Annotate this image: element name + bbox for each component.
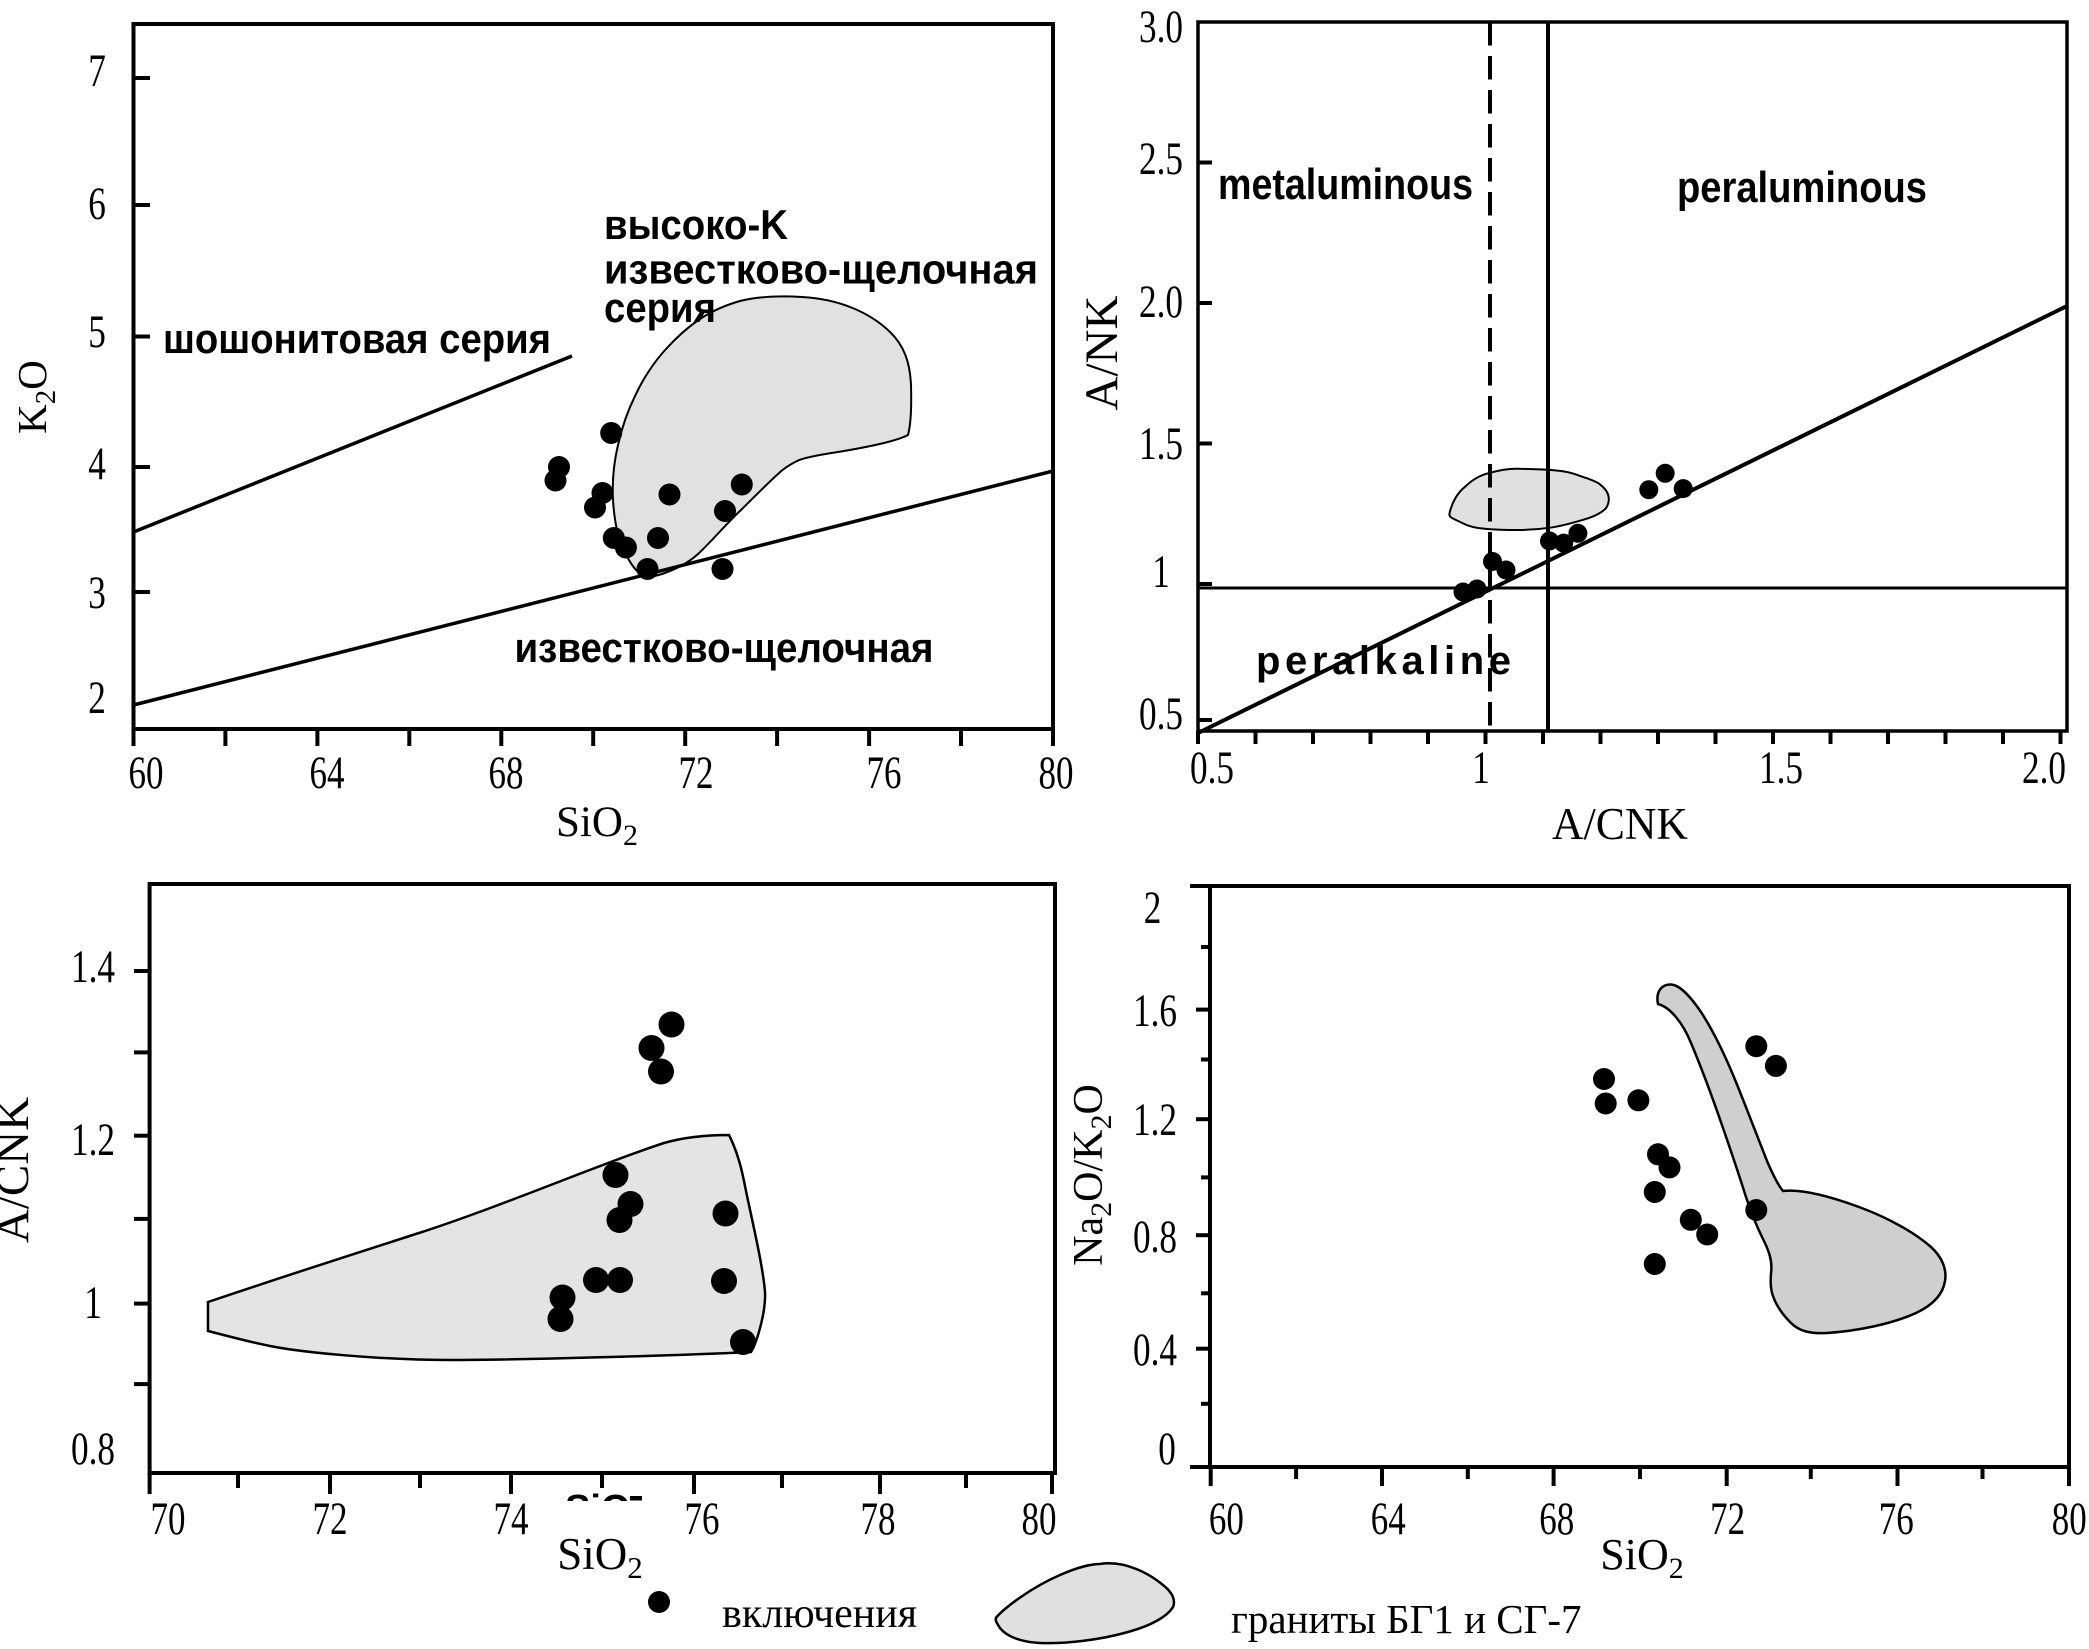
svg-text:76: 76 bbox=[685, 1493, 720, 1545]
svg-text:1.5: 1.5 bbox=[1139, 418, 1183, 470]
svg-text:1: 1 bbox=[1152, 546, 1170, 598]
svg-text:0.4: 0.4 bbox=[1133, 1324, 1177, 1376]
svg-text:68: 68 bbox=[489, 747, 524, 799]
svg-text:A/CNK: A/CNK bbox=[0, 1097, 39, 1243]
svg-text:0.8: 0.8 bbox=[71, 1423, 115, 1475]
svg-text:72: 72 bbox=[679, 747, 714, 799]
svg-text:1.6: 1.6 bbox=[1133, 985, 1177, 1037]
svg-text:SiO2: SiO2 bbox=[556, 799, 638, 852]
svg-text:2.0: 2.0 bbox=[2022, 742, 2066, 794]
svg-text:68: 68 bbox=[1539, 1493, 1574, 1545]
svg-text:80: 80 bbox=[2052, 1493, 2087, 1545]
svg-text:серия: серия bbox=[604, 284, 716, 331]
svg-text:80: 80 bbox=[1039, 747, 1074, 799]
svg-text:3.0: 3.0 bbox=[1139, 1, 1183, 53]
svg-text:peraluminous: peraluminous bbox=[1677, 163, 1927, 212]
svg-text:Na2O/K2O: Na2O/K2O bbox=[1066, 1084, 1118, 1266]
svg-text:4: 4 bbox=[88, 438, 106, 490]
svg-text:2.0: 2.0 bbox=[1139, 276, 1183, 328]
svg-text:1.2: 1.2 bbox=[71, 1114, 115, 1166]
svg-text:шошонитовая серия: шошонитовая серия bbox=[163, 315, 551, 362]
svg-text:3: 3 bbox=[88, 567, 106, 619]
svg-text:включения: включения bbox=[722, 1591, 917, 1637]
svg-text:6: 6 bbox=[88, 178, 106, 230]
svg-text:2: 2 bbox=[88, 672, 106, 724]
svg-text:78: 78 bbox=[861, 1493, 896, 1545]
svg-text:2: 2 bbox=[1144, 882, 1162, 934]
svg-text:72: 72 bbox=[313, 1493, 348, 1545]
svg-text:64: 64 bbox=[1371, 1493, 1406, 1545]
svg-text:граниты БГ1 и СГ-7: граниты БГ1 и СГ-7 bbox=[1231, 1596, 1582, 1642]
svg-text:70: 70 bbox=[151, 1493, 186, 1545]
svg-text:7: 7 bbox=[88, 45, 106, 97]
svg-text:0.5: 0.5 bbox=[1139, 688, 1183, 740]
svg-text:2.5: 2.5 bbox=[1139, 133, 1183, 185]
svg-text:0: 0 bbox=[1158, 1423, 1176, 1475]
svg-text:1.5: 1.5 bbox=[1759, 742, 1803, 794]
svg-text:известково-щелочная: известково-щелочная bbox=[515, 624, 934, 671]
svg-text:A/NK: A/NK bbox=[1076, 296, 1128, 411]
svg-text:известково-щелочная: известково-щелочная bbox=[604, 246, 1038, 293]
svg-text:0.5: 0.5 bbox=[1190, 742, 1234, 794]
svg-text:SiO2: SiO2 bbox=[557, 1529, 643, 1585]
svg-text:76: 76 bbox=[1879, 1493, 1914, 1545]
svg-text:0.8: 0.8 bbox=[1133, 1211, 1177, 1263]
svg-text:76: 76 bbox=[867, 747, 902, 799]
svg-text:72: 72 bbox=[1710, 1493, 1745, 1545]
svg-text:64: 64 bbox=[310, 747, 345, 799]
svg-text:60: 60 bbox=[129, 747, 164, 799]
svg-text:1.4: 1.4 bbox=[71, 941, 115, 993]
svg-text:SiO2: SiO2 bbox=[1600, 1530, 1683, 1585]
svg-text:80: 80 bbox=[1022, 1493, 1057, 1545]
svg-text:5: 5 bbox=[88, 306, 106, 358]
svg-text:74: 74 bbox=[494, 1493, 529, 1545]
svg-text:SiO: SiO bbox=[565, 1488, 630, 1530]
svg-text:60: 60 bbox=[1209, 1493, 1244, 1545]
svg-text:A/CNK: A/CNK bbox=[1552, 799, 1688, 849]
svg-text:K2O: K2O bbox=[9, 360, 62, 434]
svg-text:высоко-K: высоко-K bbox=[604, 201, 788, 248]
svg-text:1: 1 bbox=[84, 1277, 102, 1329]
svg-text:1: 1 bbox=[1472, 742, 1490, 794]
svg-text:metaluminous: metaluminous bbox=[1218, 160, 1473, 209]
svg-text:1.2: 1.2 bbox=[1133, 1094, 1177, 1146]
svg-text:peralkaline: peralkaline bbox=[1256, 639, 1516, 683]
